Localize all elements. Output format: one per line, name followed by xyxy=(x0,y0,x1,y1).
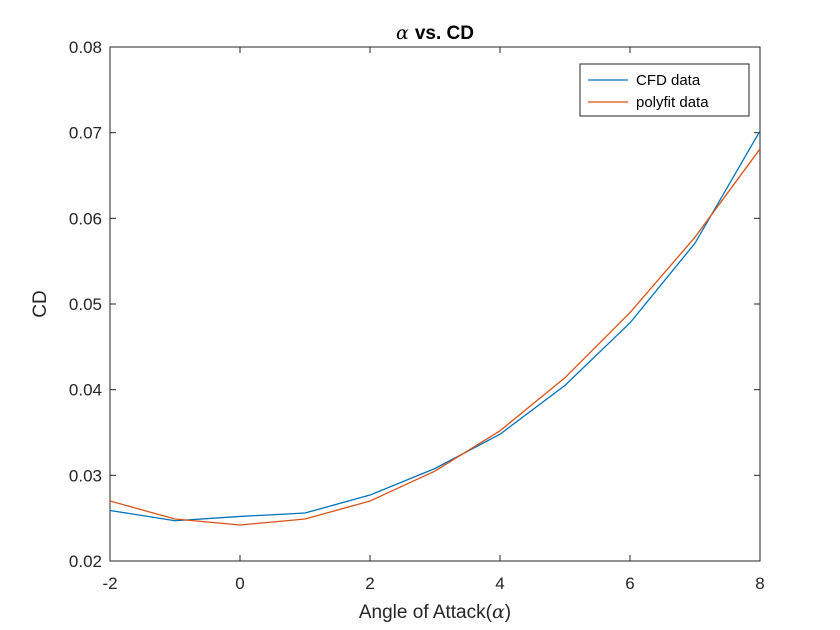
y-tick-label: 0.08 xyxy=(69,38,102,57)
x-axis-label-close: ) xyxy=(505,602,511,623)
y-axis-ticks: 0.02 0.03 0.04 0.05 0.06 0.07 0.08 xyxy=(69,38,760,571)
title-text: vs. CD xyxy=(415,23,474,44)
x-tick-label: 8 xyxy=(755,574,764,593)
y-tick-label: 0.05 xyxy=(69,295,102,314)
y-tick-label: 0.06 xyxy=(69,209,102,228)
x-tick-label: 4 xyxy=(495,574,504,593)
x-tick-label: -2 xyxy=(102,574,117,593)
legend-entry-label: CFD data xyxy=(636,72,701,89)
y-axis-label: CD xyxy=(30,290,51,317)
legend-box xyxy=(579,63,750,117)
title-alpha-symbol: α xyxy=(396,22,409,44)
y-tick-label: 0.02 xyxy=(69,552,102,571)
plot-area xyxy=(109,46,761,562)
legend-entry-label: polyfit data xyxy=(636,94,709,111)
series-line-polyfit-data xyxy=(109,148,761,526)
x-tick-label: 2 xyxy=(365,574,374,593)
series-line-cfd-data xyxy=(109,130,761,522)
x-axis-label-alpha: α xyxy=(492,601,505,623)
y-tick-label: 0.04 xyxy=(69,381,102,400)
x-axis-label: Angle of Attack(α) xyxy=(359,601,511,623)
y-tick-label: 0.07 xyxy=(69,124,102,143)
chart-title: α vs. CD xyxy=(396,22,474,44)
legend: CFD data polyfit data xyxy=(579,63,750,117)
x-axis-label-text: Angle of Attack( xyxy=(359,602,493,623)
y-tick-label: 0.03 xyxy=(69,466,102,485)
x-tick-label: 6 xyxy=(625,574,634,593)
x-tick-label: 0 xyxy=(235,574,244,593)
x-axis-ticks: -2 0 2 4 6 8 xyxy=(102,47,765,593)
series-layer xyxy=(109,130,761,526)
